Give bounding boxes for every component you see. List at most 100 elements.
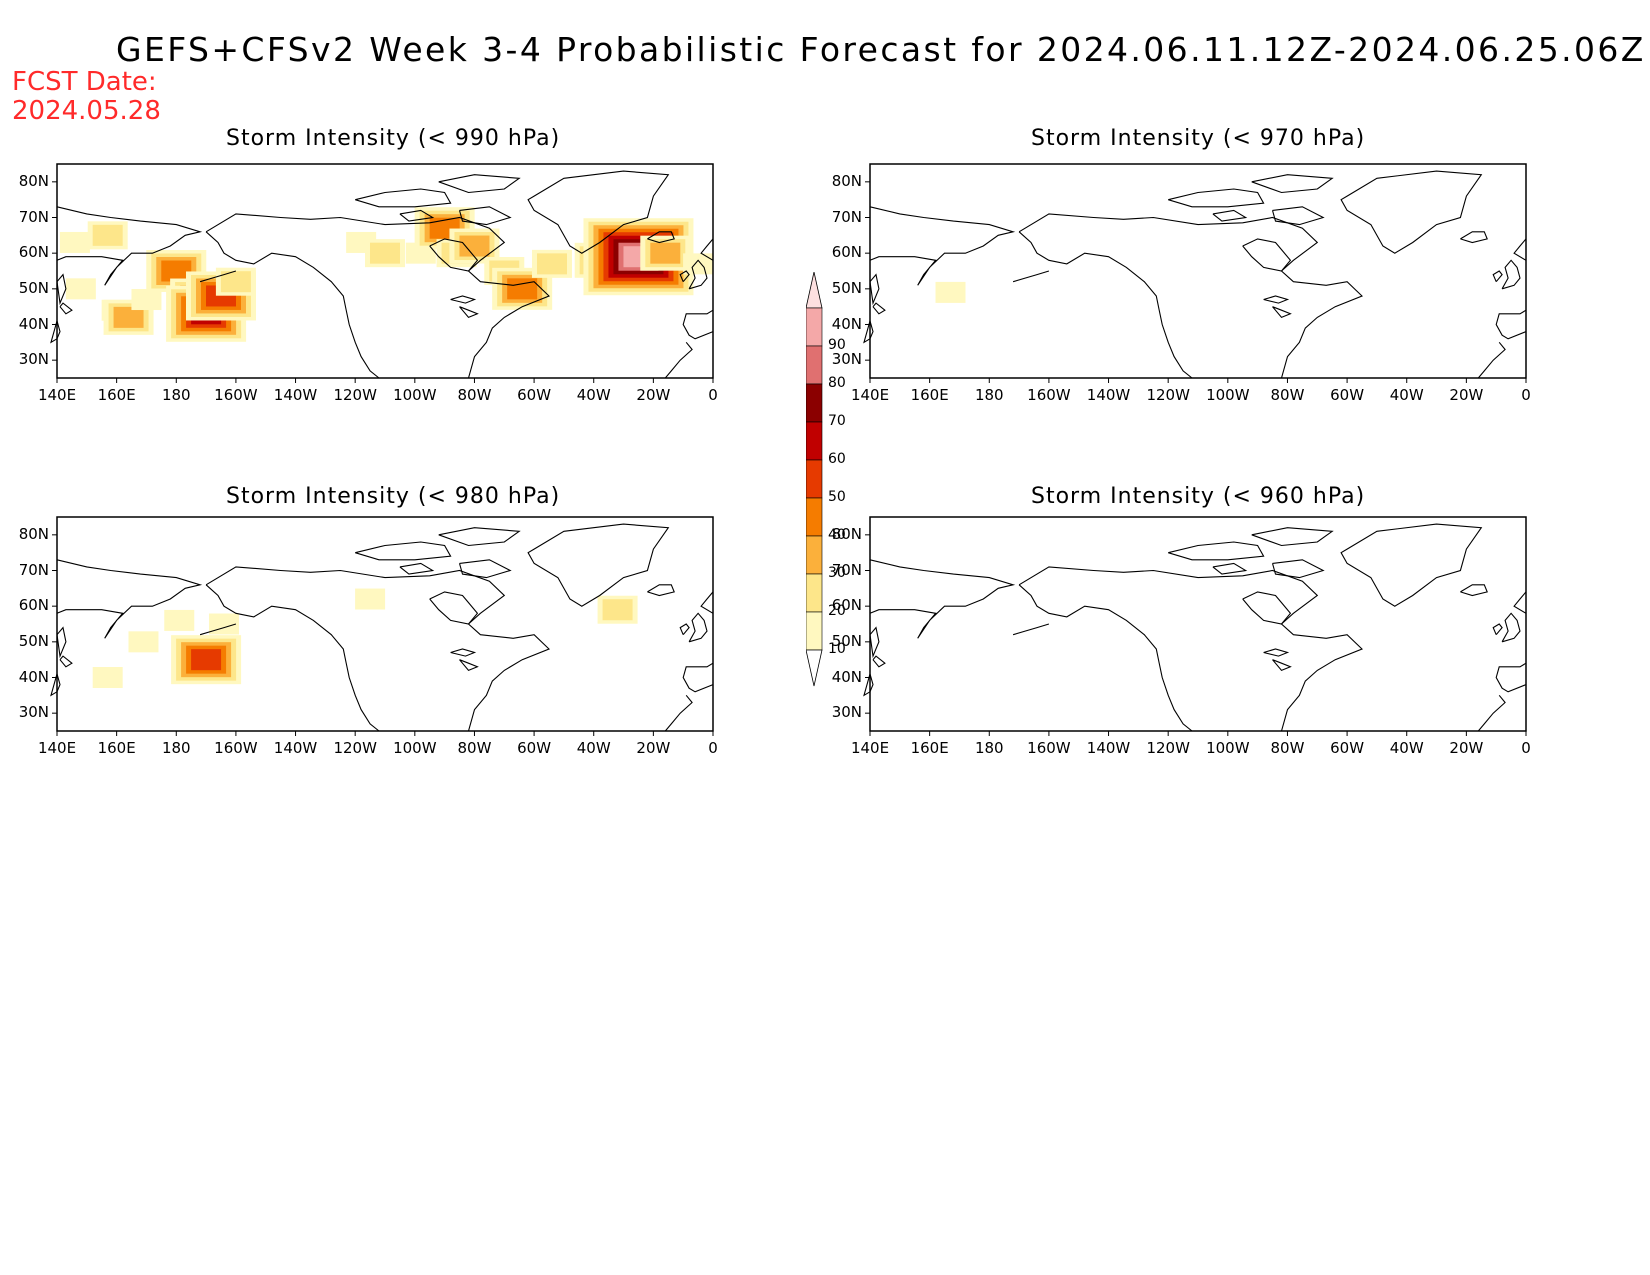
coastline <box>700 238 714 261</box>
coastline <box>1272 306 1292 319</box>
lon-label: 60W <box>517 739 552 757</box>
coastline <box>872 302 886 315</box>
colorbar-underflow-triangle <box>805 649 823 687</box>
coastline <box>1271 559 1325 579</box>
colorbar-segment <box>805 535 823 575</box>
lon-label: 140W <box>273 386 318 404</box>
colorbar-label: 70 <box>828 413 846 429</box>
probability-cell <box>59 231 90 253</box>
lon-label: 140E <box>850 386 890 404</box>
coastline <box>679 623 690 636</box>
lon-label: 20W <box>1449 386 1484 404</box>
coastline <box>205 566 550 732</box>
map-panel-960: 80N 70N 60N 50N 40N 30N 140E 160E 180 160W 140W 120… <box>832 516 1531 757</box>
lon-label: 100W <box>393 386 437 404</box>
lon-label: 140W <box>1086 739 1131 757</box>
coastline <box>458 206 512 226</box>
lat-label: 80N <box>831 171 862 190</box>
map-svg <box>50 516 714 736</box>
coastline <box>59 655 73 668</box>
coastline <box>1212 209 1248 222</box>
coastline <box>205 213 550 379</box>
lon-label: 40W <box>1389 739 1424 757</box>
map-panel-980: 80N 70N 60N 50N 40N 30N 140E 160E 180 160W 140W 120… <box>19 516 718 757</box>
coastline <box>429 591 479 625</box>
colorbar-label: 50 <box>828 489 846 505</box>
probability-cell <box>683 253 714 275</box>
coastline <box>682 309 714 340</box>
lon-label: 160E <box>910 739 949 757</box>
coastline <box>688 612 708 643</box>
lat-label: 50N <box>831 278 862 297</box>
map-frame <box>869 163 1527 379</box>
panel-title-970: Storm Intensity (< 970 hPa) <box>1031 126 1366 151</box>
probability-cell <box>650 242 681 264</box>
forecast-date-value: 2024.05.28 <box>12 96 161 126</box>
map-frame <box>56 163 714 379</box>
coastline <box>869 206 1016 286</box>
coastline <box>399 562 435 575</box>
lat-label: 50N <box>18 631 49 650</box>
lon-label: 160W <box>1027 739 1071 757</box>
lat-label: 30N <box>18 350 49 369</box>
coastline <box>1012 270 1050 283</box>
colorbar-label: 40 <box>828 527 846 543</box>
probability-cell <box>935 281 966 303</box>
lon-label: 160W <box>214 739 258 757</box>
map-panel-970: 80N 70N 60N 50N 40N 30N 140E 160E 180 160W 140W 120… <box>832 163 1531 404</box>
coastline <box>56 206 203 286</box>
colorbar: 90 80 70 60 50 40 30 20 10 <box>805 271 866 698</box>
coastline <box>1477 694 1506 732</box>
coastline <box>56 273 67 306</box>
coastline <box>205 231 380 379</box>
coastline <box>1263 648 1290 657</box>
probability-cell <box>220 271 251 293</box>
lon-label: 0 <box>1521 739 1531 757</box>
probability-cell <box>536 253 567 275</box>
coastline <box>1251 527 1334 547</box>
coastline <box>199 623 237 636</box>
lon-label: 140E <box>37 739 77 757</box>
probability-cell <box>507 278 538 300</box>
lon-label: 180 <box>161 386 191 404</box>
coastline <box>1460 584 1488 597</box>
colorbar-label: 90 <box>828 337 846 353</box>
colorbar-segment <box>805 497 823 537</box>
coastline <box>869 626 880 659</box>
coastline <box>59 302 73 315</box>
lon-label: 160W <box>214 386 258 404</box>
lon-label: 180 <box>161 739 191 757</box>
lat-label: 50N <box>18 278 49 297</box>
colorbar-segment <box>805 345 823 385</box>
lat-label: 30N <box>831 703 862 722</box>
probability-cell <box>113 306 144 328</box>
lat-label: 40N <box>18 314 49 333</box>
lat-label: 50N <box>831 631 862 650</box>
map-frame <box>869 516 1527 732</box>
coastline <box>664 694 693 732</box>
colorbar-label: 60 <box>828 451 846 467</box>
coastline <box>56 626 67 659</box>
colorbar-segment <box>805 383 823 423</box>
lon-label: 80W <box>1270 739 1305 757</box>
coastline <box>458 559 512 579</box>
lon-label: 60W <box>1330 739 1365 757</box>
lon-label: 140E <box>37 386 77 404</box>
coastline <box>527 523 670 607</box>
lon-label: 0 <box>708 739 718 757</box>
coastline <box>1492 270 1503 283</box>
lon-label: 60W <box>517 386 552 404</box>
coastline <box>1168 188 1265 208</box>
lon-label: 160E <box>97 739 136 757</box>
probability-cell <box>370 242 400 264</box>
probability-cell <box>128 631 159 653</box>
lat-label: 40N <box>18 667 49 686</box>
coastline <box>1492 623 1503 636</box>
panel-title-960: Storm Intensity (< 960 hPa) <box>1031 484 1366 509</box>
coastline <box>1340 523 1483 607</box>
lon-label: 20W <box>636 739 671 757</box>
lon-label: 120W <box>1146 386 1190 404</box>
panel-title-980: Storm Intensity (< 980 hPa) <box>226 484 561 509</box>
forecast-date-label: FCST Date: <box>12 67 157 97</box>
colorbar-overflow-triangle <box>805 271 823 309</box>
